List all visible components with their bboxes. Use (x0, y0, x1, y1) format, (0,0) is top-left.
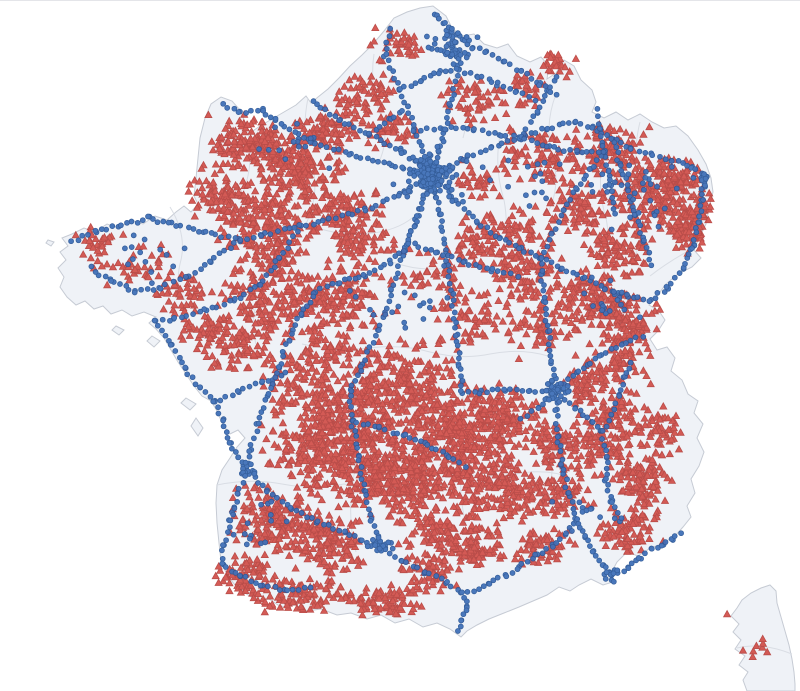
top-divider (0, 0, 800, 1)
red-triangle-marker (655, 305, 664, 313)
red-triangle-marker (184, 187, 193, 195)
region-border (455, 471, 573, 479)
region-border (305, 209, 421, 235)
island-belle-ile (111, 325, 125, 336)
island-noirmoutier (146, 335, 161, 348)
island-oleron (190, 417, 204, 437)
red-triangle-marker (652, 299, 661, 307)
region-border (429, 350, 549, 358)
region-border (497, 134, 507, 263)
island-re (180, 397, 197, 411)
island-ouessant (45, 239, 55, 247)
red-triangle-marker (371, 23, 380, 32)
